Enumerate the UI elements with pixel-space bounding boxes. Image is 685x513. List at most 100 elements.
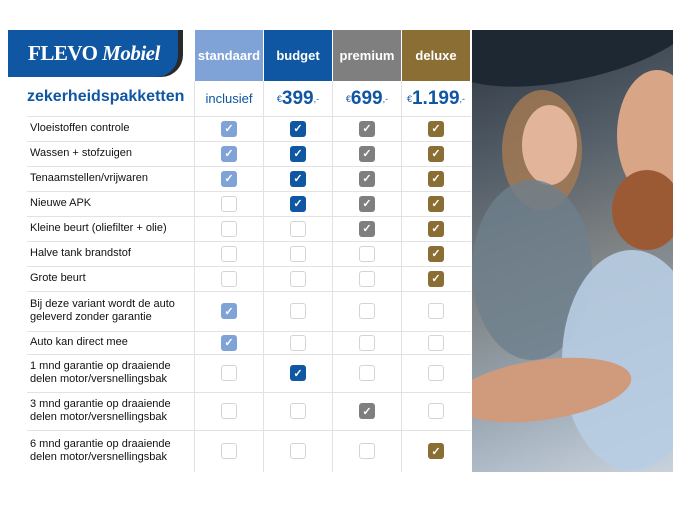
checkbox-budget xyxy=(290,220,306,237)
checkbox-budget: ✓ xyxy=(290,145,306,162)
checkbox-deluxe: ✓ xyxy=(428,120,444,137)
check-icon: ✓ xyxy=(362,123,372,135)
row-label: Grote beurt xyxy=(30,272,86,284)
logo-brand: FLEVO xyxy=(28,41,98,65)
check-icon: ✓ xyxy=(293,367,303,380)
checkbox-budget: ✓ xyxy=(290,120,306,137)
table-row xyxy=(27,354,471,392)
price-value: 1.199 xyxy=(411,87,460,109)
price-premium: €699 ,- xyxy=(333,81,401,116)
row-label: Auto kan direct mee xyxy=(30,336,128,348)
checkbox-premium xyxy=(359,303,375,319)
checkbox-standaard: ✓ xyxy=(221,145,237,162)
checkbox-standaard: ✓ xyxy=(221,120,237,137)
check-icon: ✓ xyxy=(362,198,372,210)
checkbox-budget xyxy=(290,443,306,459)
checkbox-budget xyxy=(290,334,306,351)
checkbox-premium: ✓ xyxy=(359,170,375,187)
checkbox-deluxe: ✓ xyxy=(428,220,444,237)
price-suffix: ,- xyxy=(459,93,466,104)
column-header-standaard: standaard xyxy=(195,30,263,81)
column-divider xyxy=(332,81,333,472)
row-label: 6 mnd garantie op draaiende delen motor/… xyxy=(30,438,171,463)
currency: € xyxy=(406,93,412,104)
row-label: 1 mnd garantie op draaiende delen motor/… xyxy=(30,360,171,385)
checkbox-deluxe: ✓ xyxy=(428,270,444,287)
checkbox-standaard: ✓ xyxy=(221,303,237,319)
table-row xyxy=(27,392,471,430)
table-row xyxy=(27,216,471,241)
checkbox-deluxe: ✓ xyxy=(428,145,444,162)
flevo-mobiel-logo: FLEVO Mobiel xyxy=(8,30,178,77)
check-icon: ✓ xyxy=(431,445,441,458)
check-icon: ✓ xyxy=(362,223,372,235)
checkbox-budget xyxy=(290,303,306,319)
checkbox-standaard xyxy=(221,245,237,262)
checkbox-premium: ✓ xyxy=(359,195,375,212)
row-label: Wassen + stofzuigen xyxy=(30,147,133,159)
column-divider xyxy=(263,81,264,472)
check-icon: ✓ xyxy=(224,305,234,318)
checkbox-budget: ✓ xyxy=(290,195,306,212)
checkbox-standaard xyxy=(221,365,237,381)
checkbox-deluxe: ✓ xyxy=(428,195,444,212)
price-deluxe: €1.199 ,- xyxy=(402,81,470,116)
checkbox-deluxe xyxy=(428,334,444,351)
check-icon: ✓ xyxy=(431,173,441,185)
column-header-deluxe: deluxe xyxy=(402,30,470,81)
checkbox-premium: ✓ xyxy=(359,145,375,162)
check-icon: ✓ xyxy=(293,123,303,135)
price-standaard: inclusief xyxy=(205,91,253,106)
table-row xyxy=(27,430,471,472)
couple-in-car-photo xyxy=(472,30,673,472)
table-row xyxy=(27,116,471,141)
table-row xyxy=(27,291,471,331)
page-title: zekerheidspakketten xyxy=(27,88,185,105)
table-row xyxy=(27,166,471,191)
checkbox-budget: ✓ xyxy=(290,365,306,381)
price-value: 699 xyxy=(350,87,383,109)
checkbox-standaard xyxy=(221,443,237,459)
checkbox-deluxe xyxy=(428,403,444,419)
checkbox-standaard xyxy=(221,270,237,287)
price-budget: €399 ,- xyxy=(264,81,332,116)
checkbox-premium: ✓ xyxy=(359,220,375,237)
check-icon: ✓ xyxy=(431,123,441,135)
table-row xyxy=(27,241,471,266)
checkbox-premium: ✓ xyxy=(359,120,375,137)
price-suffix: ,- xyxy=(382,93,389,104)
checkbox-standaard: ✓ xyxy=(221,170,237,187)
check-icon: ✓ xyxy=(224,148,234,160)
price-value: 399 xyxy=(281,87,314,109)
check-icon: ✓ xyxy=(362,173,372,185)
check-icon: ✓ xyxy=(431,223,441,235)
column-divider xyxy=(401,81,402,472)
price-suffix: ,- xyxy=(313,93,320,104)
checkbox-standaard xyxy=(221,195,237,212)
check-icon: ✓ xyxy=(431,273,441,285)
check-icon: ✓ xyxy=(224,173,234,185)
checkbox-budget: ✓ xyxy=(290,170,306,187)
check-icon: ✓ xyxy=(224,123,234,135)
checkbox-budget xyxy=(290,403,306,419)
check-icon: ✓ xyxy=(431,198,441,210)
checkbox-premium xyxy=(359,334,375,351)
checkbox-premium xyxy=(359,365,375,381)
checkbox-deluxe xyxy=(428,365,444,381)
row-label: Kleine beurt (oliefilter + olie) xyxy=(30,222,167,234)
column-divider xyxy=(194,81,195,472)
table-row xyxy=(27,141,471,166)
checkbox-premium: ✓ xyxy=(359,403,375,419)
currency: € xyxy=(276,93,282,104)
check-icon: ✓ xyxy=(431,148,441,160)
column-header-budget: budget xyxy=(264,30,332,81)
check-icon: ✓ xyxy=(224,337,234,349)
checkbox-premium xyxy=(359,245,375,262)
row-label: Bij deze variant wordt de auto geleverd … xyxy=(30,298,175,323)
row-label: Halve tank brandstof xyxy=(30,247,131,259)
row-label: Vloeistoffen controle xyxy=(30,122,130,134)
check-icon: ✓ xyxy=(431,248,441,260)
checkbox-premium xyxy=(359,443,375,459)
checkbox-premium xyxy=(359,270,375,287)
checkbox-standaard: ✓ xyxy=(221,334,237,351)
